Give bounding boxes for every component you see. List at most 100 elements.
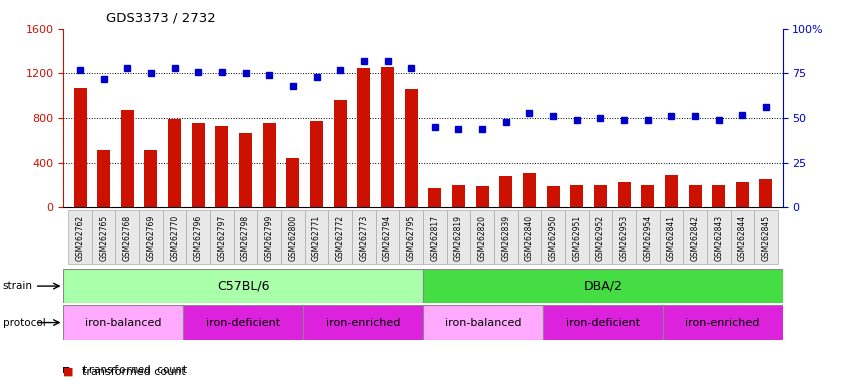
Text: GSM262798: GSM262798	[241, 215, 250, 261]
Text: GSM262796: GSM262796	[194, 215, 203, 261]
Bar	[423, 305, 543, 340]
Bar	[754, 210, 777, 264]
Bar	[518, 210, 541, 264]
Bar	[589, 210, 613, 264]
Bar	[475, 186, 489, 207]
Text: GSM262772: GSM262772	[336, 215, 344, 261]
Bar	[404, 89, 418, 207]
Bar	[636, 210, 660, 264]
Bar	[428, 189, 442, 207]
Text: GSM262762: GSM262762	[75, 215, 85, 261]
Bar	[97, 151, 110, 207]
Text: strain: strain	[3, 281, 32, 291]
Text: iron-balanced: iron-balanced	[445, 318, 521, 328]
Bar	[357, 68, 371, 207]
Text: GSM262770: GSM262770	[170, 215, 179, 261]
Bar	[376, 210, 399, 264]
Text: GSM262954: GSM262954	[643, 215, 652, 261]
Text: GSM262765: GSM262765	[99, 215, 108, 261]
Bar	[74, 88, 86, 207]
Text: transformed count: transformed count	[82, 367, 186, 377]
Bar	[707, 210, 730, 264]
Text: GSM262800: GSM262800	[288, 215, 298, 261]
Text: GSM262771: GSM262771	[312, 215, 321, 261]
Bar	[305, 210, 328, 264]
Bar	[665, 175, 678, 207]
Bar	[760, 179, 772, 207]
Bar	[192, 122, 205, 207]
Bar	[452, 185, 465, 207]
Bar	[499, 176, 513, 207]
Text: GSM262794: GSM262794	[383, 215, 392, 261]
Text: GSM262843: GSM262843	[714, 215, 723, 261]
Text: iron-enriched: iron-enriched	[685, 318, 760, 328]
Bar	[257, 210, 281, 264]
Bar	[613, 210, 636, 264]
Bar	[381, 67, 394, 207]
Bar	[145, 151, 157, 207]
Bar	[523, 173, 536, 207]
Text: ■: ■	[63, 367, 74, 377]
Bar	[63, 305, 184, 340]
Bar	[216, 126, 228, 207]
Text: GSM262768: GSM262768	[123, 215, 132, 261]
Bar	[730, 210, 754, 264]
Bar	[570, 185, 583, 207]
Bar	[684, 210, 707, 264]
Bar	[310, 121, 323, 207]
Bar	[116, 210, 139, 264]
Text: GSM262950: GSM262950	[548, 215, 558, 261]
Bar	[641, 185, 654, 207]
Text: C57BL/6: C57BL/6	[217, 280, 270, 293]
Bar	[547, 186, 559, 207]
Text: DBA/2: DBA/2	[584, 280, 622, 293]
Bar	[594, 185, 607, 207]
Text: GSM262844: GSM262844	[738, 215, 747, 261]
Text: GSM262845: GSM262845	[761, 215, 771, 261]
Bar	[92, 210, 116, 264]
Bar	[281, 210, 305, 264]
Bar	[63, 269, 423, 303]
Text: GDS3373 / 2732: GDS3373 / 2732	[106, 12, 216, 25]
Bar	[239, 132, 252, 207]
Bar	[233, 210, 257, 264]
Bar	[303, 305, 423, 340]
Text: GSM262819: GSM262819	[454, 215, 463, 260]
Bar	[184, 305, 303, 340]
Bar	[543, 305, 662, 340]
Bar	[263, 122, 276, 207]
Text: GSM262797: GSM262797	[217, 215, 227, 261]
Text: GSM262773: GSM262773	[360, 215, 368, 261]
Bar	[447, 210, 470, 264]
Text: iron-enriched: iron-enriched	[326, 318, 400, 328]
Bar	[162, 210, 186, 264]
Bar	[139, 210, 162, 264]
Text: GSM262795: GSM262795	[407, 215, 415, 261]
Text: GSM262840: GSM262840	[525, 215, 534, 261]
Bar	[712, 185, 725, 207]
Bar	[736, 182, 749, 207]
Bar	[541, 210, 565, 264]
Bar	[423, 210, 447, 264]
Bar	[121, 110, 134, 207]
Text: GSM262839: GSM262839	[502, 215, 510, 261]
Bar	[287, 158, 299, 207]
Bar	[168, 119, 181, 207]
Text: iron-deficient: iron-deficient	[566, 318, 640, 328]
Bar	[494, 210, 518, 264]
Bar	[69, 210, 92, 264]
Text: GSM262953: GSM262953	[619, 215, 629, 261]
Bar	[618, 182, 630, 207]
Bar	[399, 210, 423, 264]
Bar	[352, 210, 376, 264]
Text: ■  transformed count: ■ transformed count	[63, 365, 189, 375]
Text: GSM262952: GSM262952	[596, 215, 605, 261]
Bar	[210, 210, 233, 264]
Bar	[423, 269, 783, 303]
Text: GSM262951: GSM262951	[572, 215, 581, 261]
Text: GSM262820: GSM262820	[478, 215, 486, 260]
Bar	[186, 210, 210, 264]
Text: iron-balanced: iron-balanced	[85, 318, 162, 328]
Bar	[660, 210, 684, 264]
Text: GSM262842: GSM262842	[690, 215, 700, 260]
